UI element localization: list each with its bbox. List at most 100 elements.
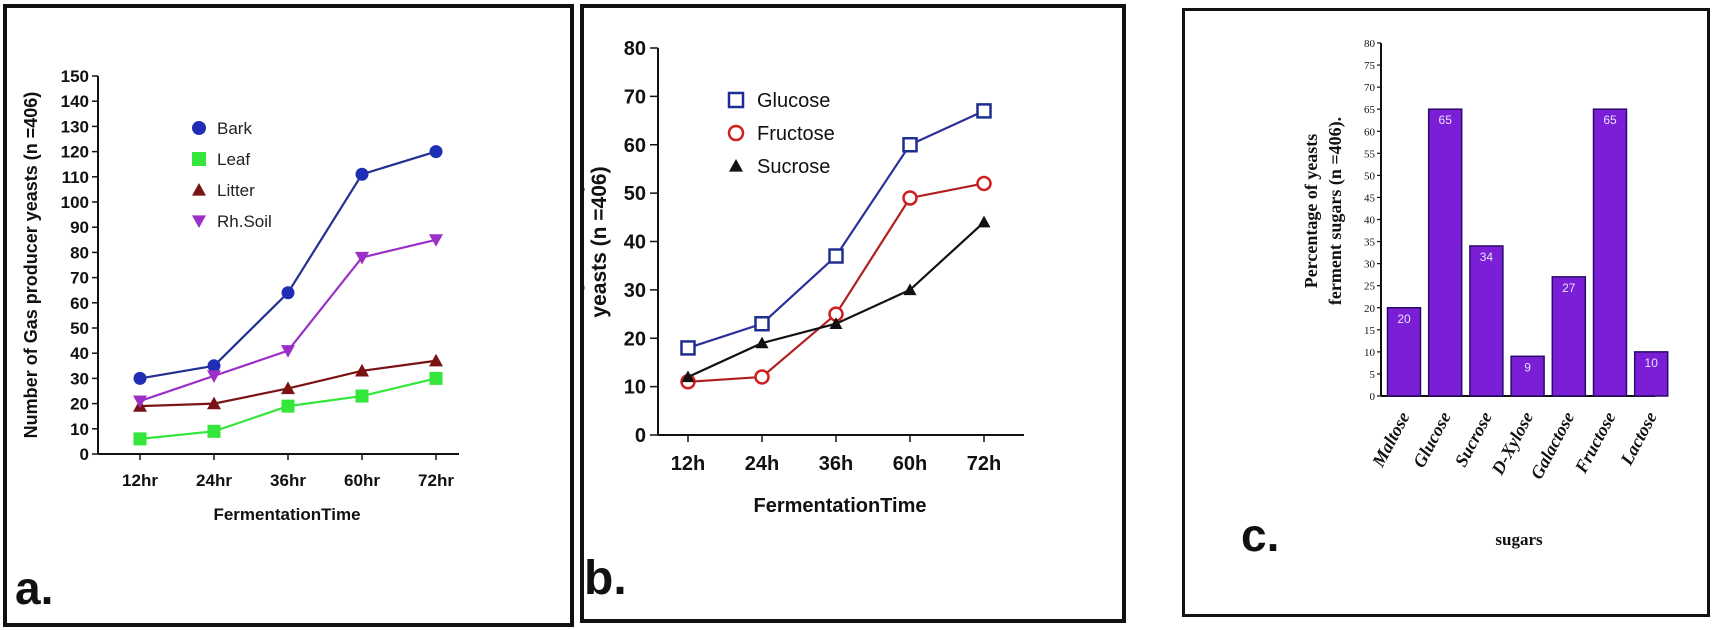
panel-a: 0 10 20 30 40 50 60 70 80 90 100 110 120 130 140 150 12h…: [3, 4, 574, 627]
bar-sucrose: [1469, 245, 1504, 397]
y-tick-label: 55: [1364, 148, 1376, 160]
bar-glucose: [1427, 108, 1463, 397]
data-point: [355, 251, 369, 265]
y-tick-label: 80: [1364, 38, 1376, 50]
bar-data-label: 10: [1645, 356, 1659, 370]
legend-marker: [729, 159, 743, 172]
y-tick-label: 20: [70, 395, 89, 414]
y-tick-label: 130: [61, 117, 89, 136]
data-point: [902, 190, 918, 206]
y-axis-title-line2: ferment sugars (n =406).: [1325, 117, 1346, 305]
y-tick-label: 10: [70, 420, 89, 439]
x-tick-label: 72hr: [418, 471, 454, 490]
bar-lactose: [1633, 351, 1669, 397]
y-tick-label: 40: [70, 344, 89, 363]
legend-label: Bark: [217, 119, 252, 138]
bar-fructose: [1592, 108, 1628, 397]
y-tick-label: 60: [624, 135, 646, 157]
series-line-rhsoil: [139, 238, 437, 403]
x-axis-title: sugars: [1495, 530, 1543, 549]
data-point: [207, 370, 221, 383]
x-tick-label: Maltose: [1368, 408, 1414, 470]
y-tick-label: 30: [70, 369, 89, 388]
data-point: [207, 359, 221, 373]
y-tick-label: 60: [70, 294, 89, 313]
y-tick-label: 40: [1364, 215, 1376, 227]
chart-a: 0 10 20 30 40 50 60 70 80 90 100 110 120 130 140 150 12h…: [15, 67, 459, 614]
bar-d-xylose: [1510, 355, 1545, 397]
bar-data-label: 9: [1524, 360, 1531, 374]
legend-marker: [192, 183, 206, 196]
legend-label: Sucrose: [757, 156, 830, 178]
x-tick-label: Sucrose: [1451, 408, 1496, 470]
y-tick-label: 20: [1364, 303, 1376, 315]
data-point: [680, 340, 696, 356]
y-tick-label: 15: [1364, 325, 1376, 337]
y-axis-title-line1: Percentage of Gas producer: [584, 101, 585, 382]
x-tick-label: 36h: [819, 453, 853, 475]
bar-data-label: 27: [1562, 281, 1576, 295]
legend-label: Rh.Soil: [217, 212, 272, 231]
x-tick-label: 12hr: [122, 471, 158, 490]
data-point: [755, 336, 769, 349]
y-tick-label: 20: [624, 328, 646, 350]
y-tick-label: 10: [1364, 347, 1376, 359]
series-line-sucrose: [687, 221, 985, 378]
y-tick-label: 65: [1364, 104, 1376, 116]
y-tick-label: 60: [1364, 126, 1376, 138]
bar-data-label: 34: [1480, 250, 1494, 264]
y-tick-label: 10: [624, 377, 646, 399]
x-tick-label: 24h: [745, 453, 779, 475]
data-point: [429, 353, 443, 367]
legend-marker: [727, 91, 745, 109]
x-tick-label: 60h: [893, 453, 927, 475]
legend-marker: [192, 121, 206, 135]
y-tick-label: 40: [624, 232, 646, 254]
data-point: [355, 389, 369, 403]
y-tick-label: 45: [1364, 192, 1376, 204]
legend-marker: [192, 152, 206, 166]
x-axis-title: FermentationTime: [213, 505, 360, 524]
data-point: [429, 234, 443, 247]
bar-data-label: 65: [1603, 113, 1617, 127]
y-tick-label: 70: [624, 86, 646, 108]
y-tick-label: 140: [61, 92, 89, 111]
series-line-fructose: [687, 182, 985, 383]
bar-data-label: 20: [1397, 312, 1411, 326]
y-tick-label: 50: [70, 319, 89, 338]
data-point: [977, 215, 991, 228]
legend-label: Leaf: [217, 150, 250, 169]
data-point: [355, 167, 369, 181]
y-tick-label: 75: [1364, 60, 1376, 72]
x-tick-label: Lactose: [1616, 408, 1661, 469]
y-axis-title: Number of Gas producer yeasts (n =406): [21, 92, 41, 439]
data-point: [429, 371, 443, 385]
data-point: [281, 381, 295, 395]
y-tick-label: 35: [1364, 237, 1376, 249]
data-point: [828, 248, 844, 264]
bar-maltose: [1386, 307, 1422, 397]
data-point: [429, 145, 443, 159]
y-tick-label: 50: [1364, 170, 1376, 182]
y-tick-label: 110: [62, 168, 89, 187]
y-tick-label: 80: [70, 243, 89, 262]
x-tick-label: 36hr: [270, 471, 306, 490]
data-point: [829, 317, 843, 329]
panel-label: a.: [15, 562, 53, 614]
data-point: [903, 283, 917, 296]
y-tick-label: 100: [61, 193, 89, 212]
x-tick-label: 12h: [671, 453, 705, 475]
y-tick-label: 150: [61, 67, 89, 86]
y-tick-label: 80: [624, 38, 646, 60]
chart-b: 0 10 20 30 40 50 60 70 80 12h 24h 36h 60h 72h Fermenta…: [584, 38, 1024, 605]
panel-label: c.: [1241, 509, 1279, 561]
data-point: [207, 396, 221, 410]
x-tick-label: 72h: [967, 453, 1001, 475]
panel-c: 0 5 10 15 20 25 30 35 40 45 50 55 60 65 70 75 80 20 Maltos…: [1182, 8, 1710, 617]
y-tick-label: 30: [624, 280, 646, 302]
data-point: [281, 345, 295, 358]
y-tick-label: 70: [1364, 82, 1376, 94]
legend-marker: [727, 124, 745, 142]
y-tick-label: 0: [1370, 391, 1376, 403]
data-point: [133, 395, 147, 409]
